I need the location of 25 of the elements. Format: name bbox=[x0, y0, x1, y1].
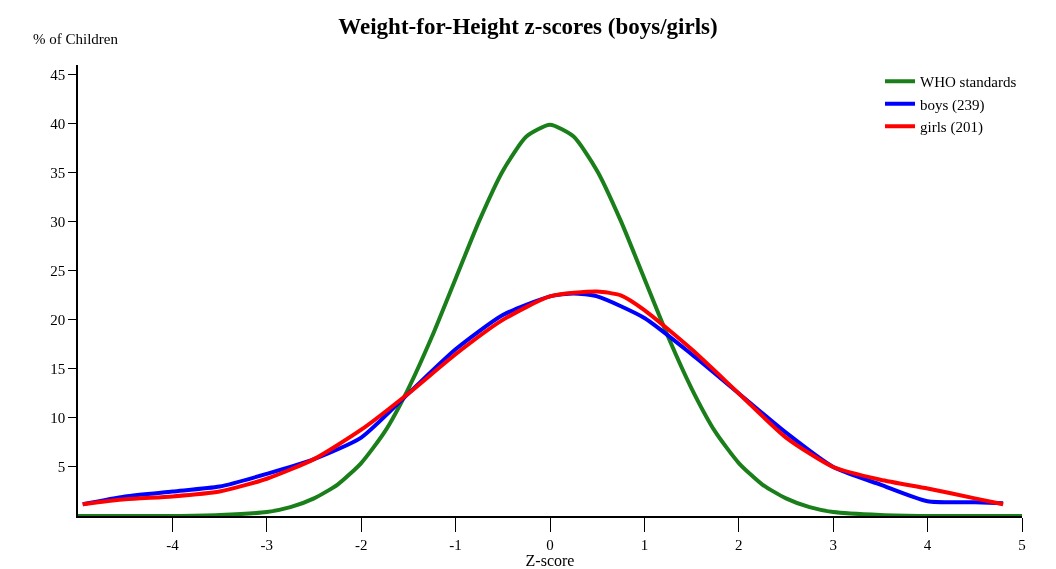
legend-label: boys (239) bbox=[920, 96, 985, 114]
x-tick-label: -4 bbox=[166, 536, 180, 553]
y-tick-label: 45 bbox=[50, 67, 66, 84]
y-tick-label: 30 bbox=[50, 214, 66, 231]
x-axis-title: Z-score bbox=[525, 552, 575, 569]
y-tick-label: 40 bbox=[50, 116, 66, 133]
x-tick-label: 2 bbox=[735, 536, 743, 553]
x-tick-label: 5 bbox=[1018, 536, 1026, 553]
x-tick-label: -3 bbox=[260, 536, 274, 553]
y-tick-label: 5 bbox=[57, 459, 66, 476]
x-tick-label: 3 bbox=[829, 536, 837, 553]
legend-label: WHO standards bbox=[920, 74, 1017, 91]
x-tick-label: 0 bbox=[546, 536, 554, 553]
y-axis-title: % of Children bbox=[33, 31, 119, 47]
y-tick-label: 15 bbox=[50, 361, 66, 378]
chart-title: Weight-for-Height z-scores (boys/girls) bbox=[338, 13, 718, 39]
y-tick-label: 20 bbox=[50, 312, 66, 329]
x-tick-label: 1 bbox=[640, 536, 649, 553]
x-tick-label: 4 bbox=[923, 536, 932, 553]
y-tick-label: 35 bbox=[50, 165, 66, 182]
x-tick-label: -1 bbox=[449, 536, 462, 553]
x-tick-label: -2 bbox=[354, 536, 368, 553]
legend-label: girls (201) bbox=[920, 119, 983, 137]
y-tick-label: 10 bbox=[50, 410, 66, 427]
y-tick-label: 25 bbox=[50, 263, 66, 280]
